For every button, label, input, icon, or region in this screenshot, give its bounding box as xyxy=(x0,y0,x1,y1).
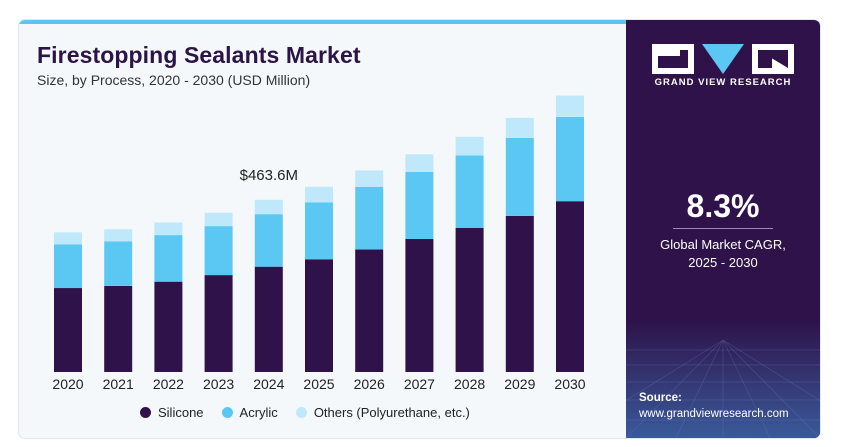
x-tick-label: 2022 xyxy=(153,376,184,392)
bar-2024-silicone xyxy=(254,266,283,372)
bar-2023-silicone xyxy=(204,275,233,372)
chart-title: Firestopping Sealants Market xyxy=(37,42,361,68)
x-tick-label: 2028 xyxy=(454,376,485,392)
bar-2022-silicone xyxy=(154,281,183,372)
bar-2029-acrylic xyxy=(505,137,534,216)
chart-legend: Silicone Acrylic Others (Polyurethane, etc… xyxy=(140,405,488,420)
x-tick-label: 2024 xyxy=(253,376,284,392)
bar-2023-acrylic xyxy=(204,226,233,276)
bar-2020-others xyxy=(54,232,82,245)
grid-decoration xyxy=(626,320,820,438)
legend-swatch xyxy=(295,407,307,418)
bar-2025-others xyxy=(305,186,333,203)
brand-name: GRAND VIEW RESEARCH xyxy=(654,77,792,88)
legend-label: Others (Polyurethane, etc.) xyxy=(313,405,470,420)
brand-sidebar: GRAND VIEW RESEARCH 8.3% Global Market C… xyxy=(626,20,820,438)
grand-view-research-logo xyxy=(652,44,794,74)
bar-2030-silicone xyxy=(556,201,584,372)
legend-label: Acrylic xyxy=(239,405,278,420)
bar-2021-silicone xyxy=(104,285,133,372)
bar-2029-silicone xyxy=(505,215,534,372)
bar-2029-others xyxy=(505,117,534,138)
bar-2021-others xyxy=(104,229,133,242)
legend-item: Silicone xyxy=(140,405,204,420)
chart-card: Firestopping Sealants Market Size, by Pr… xyxy=(19,20,820,438)
bar-2024-acrylic xyxy=(254,214,283,267)
cagr-value: 8.3% xyxy=(686,188,760,224)
chart-panel: Firestopping Sealants Market Size, by Pr… xyxy=(19,20,626,438)
x-tick-label: 2030 xyxy=(554,376,585,392)
chart-subtitle: Size, by Process, 2020 - 2030 (USD Milli… xyxy=(37,72,311,88)
bar-2026-others xyxy=(355,170,384,187)
bar-2027-acrylic xyxy=(405,171,434,239)
bar-chart: 2020 2021 2022 2023 2024 $463.6M 2025 2026 2027 2… xyxy=(52,95,586,392)
legend-swatch xyxy=(221,407,233,418)
legend-item: Others (Polyurethane, etc.) xyxy=(295,405,470,420)
bar-2025-acrylic xyxy=(305,202,333,260)
bar-2028-silicone xyxy=(455,227,484,372)
bar-2021-acrylic xyxy=(104,241,133,286)
bar-2022-others xyxy=(154,222,183,236)
legend-label: Silicone xyxy=(158,405,204,420)
x-tick-label: 2021 xyxy=(103,376,134,392)
cagr-label-line1: Global Market CAGR, xyxy=(660,237,786,252)
bar-2025-silicone xyxy=(305,259,333,372)
bar-2020-acrylic xyxy=(54,244,82,289)
bar-2027-silicone xyxy=(405,239,434,372)
legend-item: Acrylic xyxy=(221,405,278,420)
x-tick-label: 2029 xyxy=(504,376,535,392)
accent-strip xyxy=(19,20,626,24)
cagr-label: Global Market CAGR, 2025 - 2030 xyxy=(626,236,820,272)
legend-swatch xyxy=(140,407,151,418)
source-url[interactable]: www.grandviewresearch.com xyxy=(639,408,789,420)
x-tick-label: 2026 xyxy=(354,376,385,392)
data-annotation: $463.6M xyxy=(240,167,298,184)
x-tick-label: 2027 xyxy=(404,376,435,392)
x-tick-label: 2025 xyxy=(303,376,334,392)
source-label: Source: xyxy=(639,392,682,404)
bar-2030-others xyxy=(556,95,584,117)
bar-2028-others xyxy=(455,136,484,156)
bar-2027-others xyxy=(405,154,434,172)
divider xyxy=(673,228,773,229)
bar-2024-others xyxy=(254,199,283,215)
bar-2020-silicone xyxy=(54,288,82,372)
bar-2022-acrylic xyxy=(154,235,183,282)
x-tick-label: 2023 xyxy=(203,376,234,392)
bar-2023-others xyxy=(204,212,233,227)
cagr-label-line2: 2025 - 2030 xyxy=(688,255,758,270)
bar-2026-acrylic xyxy=(355,186,384,250)
x-tick-label: 2020 xyxy=(52,376,83,392)
bar-2026-silicone xyxy=(355,249,384,372)
bar-2028-acrylic xyxy=(455,155,484,228)
bar-2030-acrylic xyxy=(556,116,584,202)
